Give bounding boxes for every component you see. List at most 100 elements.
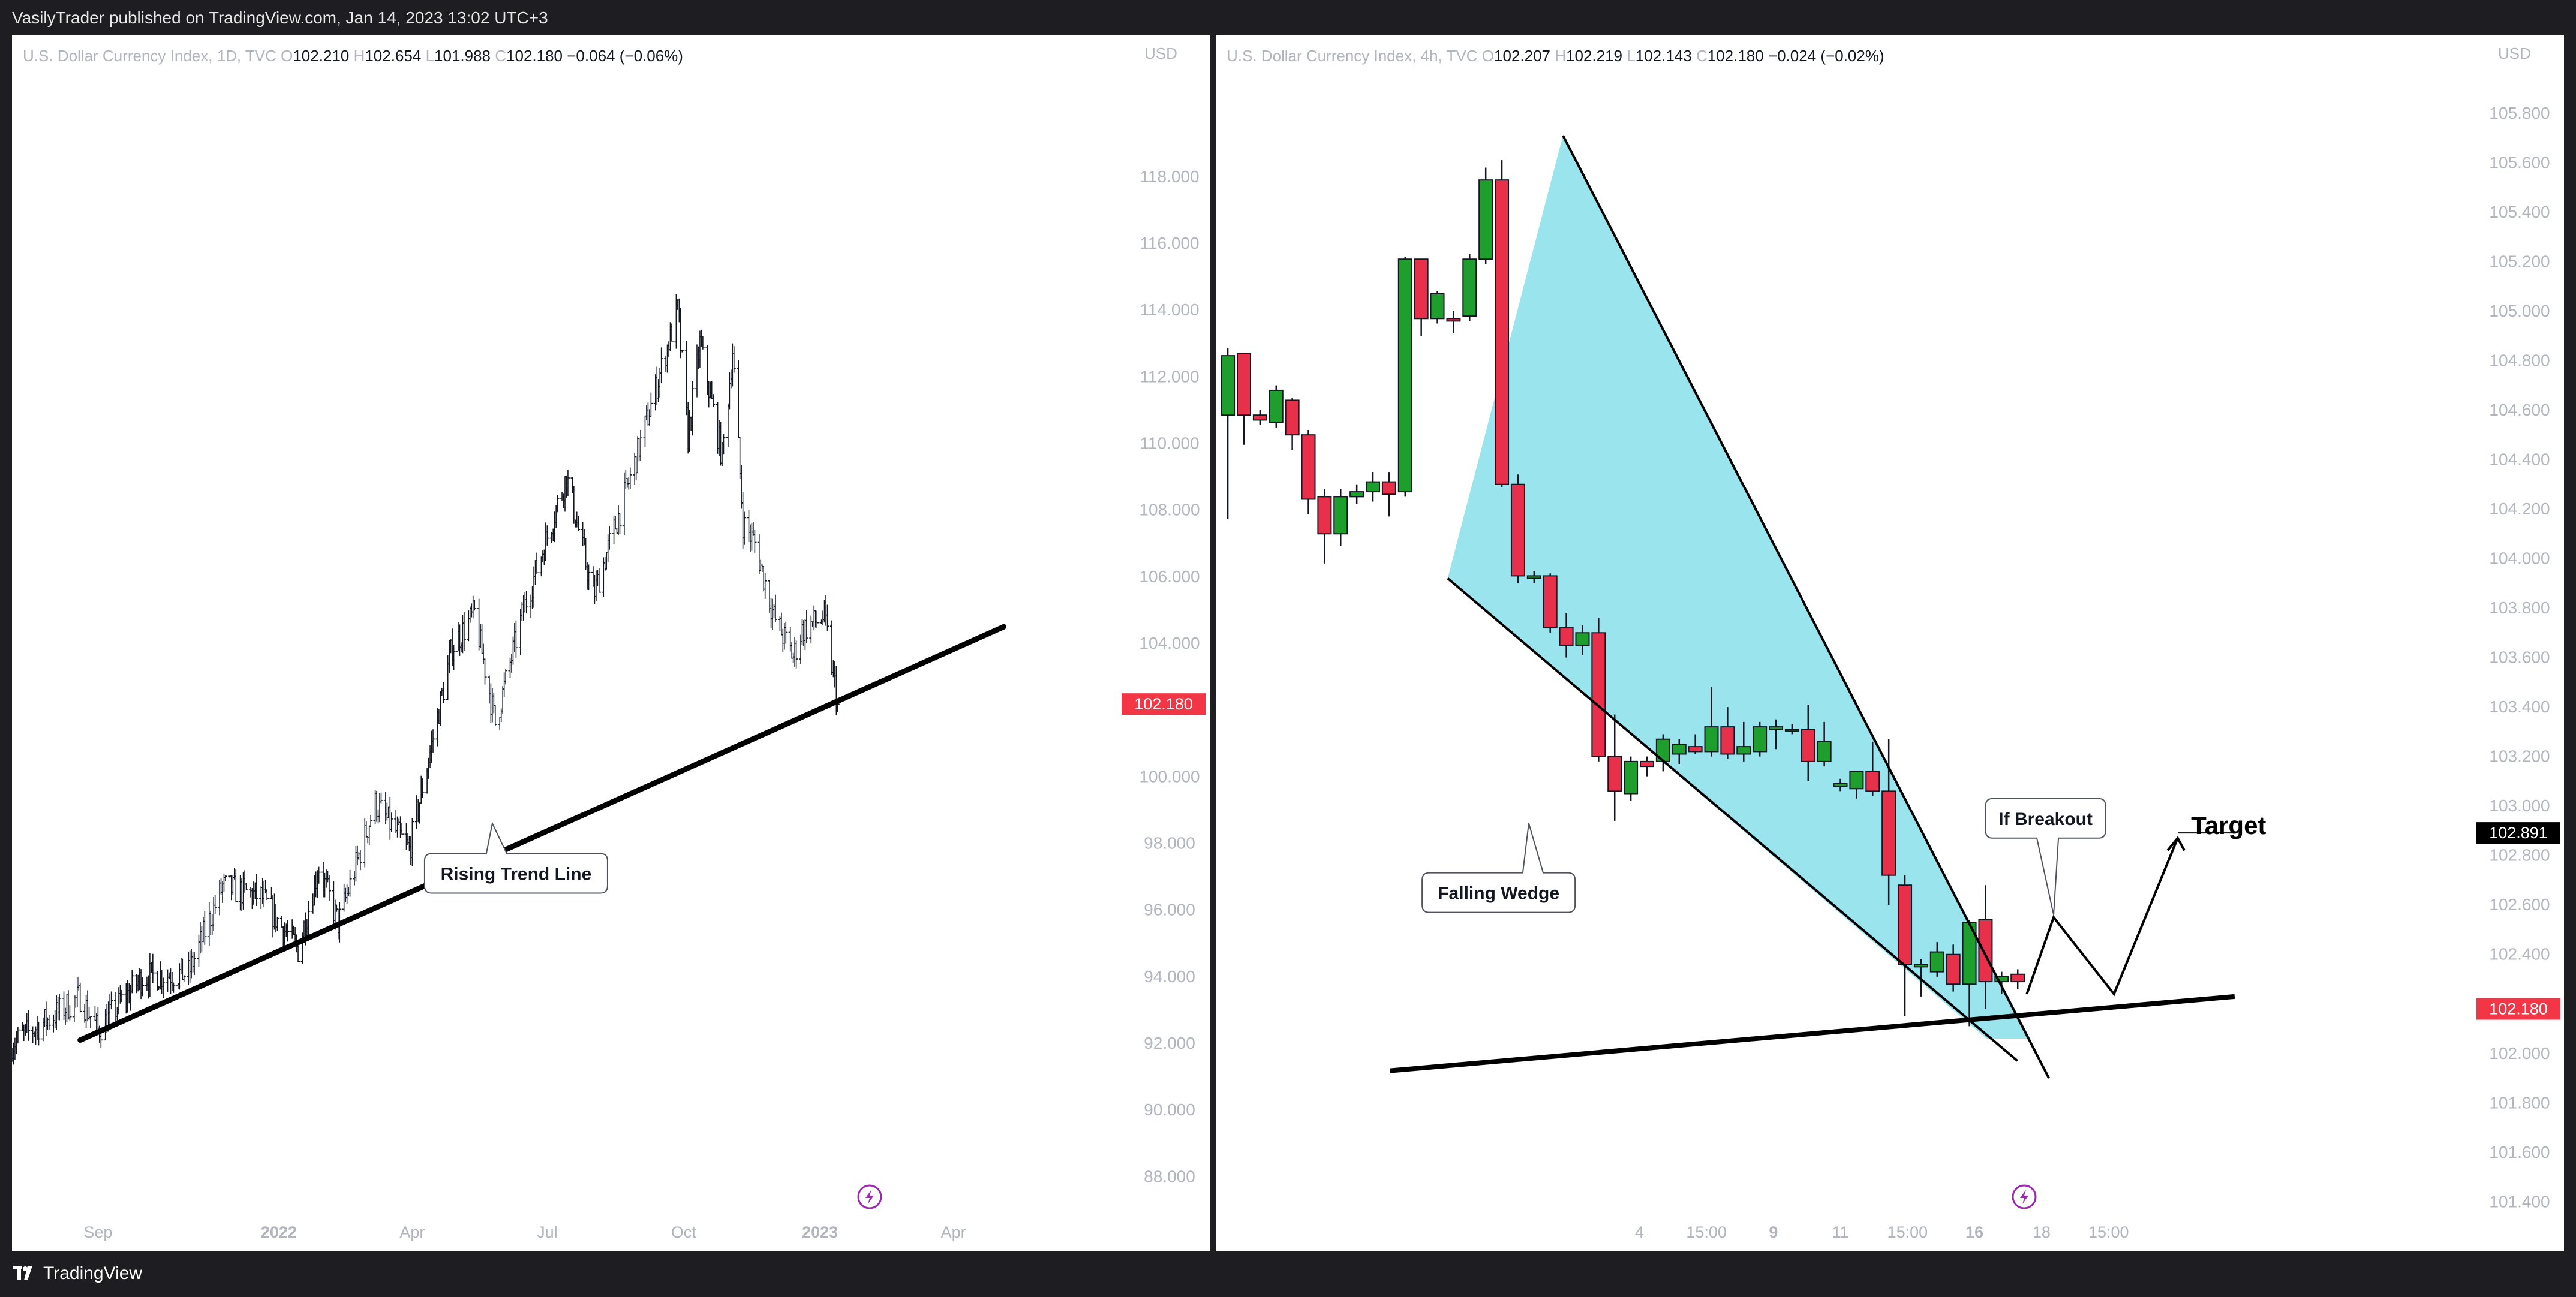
ohlc-bar — [213, 895, 217, 914]
tradingview-logo-icon[interactable] — [13, 1263, 37, 1285]
y-tick-label: 88.000 — [1144, 1167, 1195, 1185]
chart-panel-4h[interactable]: U.S. Dollar Currency Index, 4h, TVC O 102… — [1216, 35, 2564, 1251]
ohlc-bar — [369, 815, 373, 827]
replay-icon — [857, 1184, 882, 1209]
y-tick-label: 105.600 — [2489, 153, 2550, 171]
candle-up — [1624, 760, 1639, 795]
target-label: Target — [2191, 811, 2266, 839]
legend-title: U.S. Dollar Currency Index, 4h, TVC — [1227, 47, 1482, 65]
y-tick-label: 114.000 — [1140, 300, 1199, 319]
last-price-label: 102.180 — [2489, 1000, 2548, 1018]
ohlc-bar — [545, 525, 549, 546]
ohlc-bar — [279, 916, 284, 928]
candle-down — [1510, 483, 1525, 577]
y-tick-label: 96.000 — [1144, 901, 1195, 919]
y-tick-label: 112.000 — [1140, 367, 1199, 386]
x-tick-label: 4 — [1635, 1223, 1644, 1241]
ohlc-bar — [182, 975, 186, 982]
ohlc-bar — [639, 429, 643, 461]
ohlc-bar — [379, 792, 383, 804]
candle-down — [1898, 884, 1913, 965]
ohlc-bar — [119, 989, 124, 1003]
ohlc-bar — [732, 346, 736, 373]
chart-legend: U.S. Dollar Currency Index, 4h, TVC O102… — [1227, 47, 1884, 65]
y-tick-label: 105.400 — [2489, 203, 2550, 221]
target-price-label: 102.891 — [2489, 824, 2548, 842]
ohlc-bar — [244, 883, 248, 891]
y-tick-label: 90.000 — [1144, 1100, 1195, 1119]
y-tick-label: 104.400 — [2489, 450, 2550, 468]
y-tick-label: 102.800 — [2489, 846, 2550, 865]
x-tick-label: Oct — [671, 1223, 697, 1241]
y-tick-label: 92.000 — [1144, 1034, 1195, 1052]
replay-icon — [2012, 1184, 2037, 1209]
y-tick-label: 103.600 — [2489, 648, 2550, 667]
publisher-header: VasilyTrader published on TradingView.co… — [0, 0, 2576, 35]
ohlc-bar — [608, 525, 612, 550]
chart-4h-svg[interactable]: U.S. Dollar Currency Index, 4h, TVC O 102… — [1216, 35, 2564, 1251]
ohlc-bar — [701, 336, 705, 350]
chart-panel-daily[interactable]: U.S. Dollar Currency Index, 1D, TVC O102… — [12, 35, 1210, 1251]
ohlc-bar — [804, 610, 808, 643]
ohlc-bar — [669, 323, 674, 342]
legend-o-label: O — [281, 47, 293, 65]
ohlc-bar — [711, 394, 716, 407]
candle-down — [1607, 756, 1622, 792]
ohlc-bar — [89, 1016, 93, 1028]
legend-o-label: O — [1482, 47, 1494, 65]
candle-up — [1913, 964, 1928, 968]
legend-high: 102.654 — [365, 47, 425, 65]
candle-down — [1252, 414, 1267, 421]
candle-up — [1333, 496, 1348, 535]
ohlc-bar — [317, 866, 321, 884]
candle-up — [1366, 481, 1381, 493]
ohlc-bar — [68, 1005, 72, 1021]
y-tick-label: 103.800 — [2489, 598, 2550, 617]
ohlc-bar — [410, 818, 414, 866]
candle-down — [1591, 632, 1606, 757]
candle-up — [1575, 632, 1590, 646]
ohlc-bar — [726, 403, 730, 447]
y-tick-label: 103.400 — [2489, 697, 2550, 716]
ohlc-bar — [203, 911, 207, 945]
wedge-upper-line — [1562, 134, 2051, 1079]
ohlc-bar — [524, 591, 528, 614]
x-tick-label: Apr — [399, 1223, 425, 1241]
last-price-tag — [1122, 693, 1206, 715]
ohlc-bar — [254, 874, 258, 907]
ohlc-bar — [809, 615, 813, 644]
chart-daily-svg[interactable]: U.S. Dollar Currency Index, 1D, TVC O102… — [12, 35, 1210, 1251]
ohlc-bar — [576, 516, 581, 531]
replay-bolt-icon — [2020, 1190, 2028, 1204]
ohlc-bar — [400, 823, 404, 835]
y-tick-label: 102.400 — [2489, 945, 2550, 964]
legend-open: 102.210 — [293, 47, 353, 65]
ohlc-bar — [690, 381, 695, 436]
y-tick-label: 101.400 — [2489, 1192, 2550, 1211]
ohlc-bar — [462, 612, 466, 651]
candle-down — [1381, 481, 1396, 495]
ohlc-bar — [431, 729, 435, 753]
target-price-tag — [2476, 822, 2560, 844]
ohlc-bar — [161, 977, 166, 998]
ohlc-bar — [722, 434, 726, 455]
ohlc-bar — [743, 511, 747, 545]
ohlc-bar — [37, 1021, 41, 1046]
ohlc-bar — [441, 682, 446, 703]
candle-up — [1994, 976, 2009, 983]
ohlc-bar — [140, 977, 145, 997]
y-tick-label: 101.600 — [2489, 1143, 2550, 1161]
ohlc-bar — [784, 621, 788, 644]
candle-down — [1543, 575, 1558, 629]
candles — [1221, 160, 2025, 1027]
ohlc-bar — [483, 658, 487, 685]
legend-change: −0.064 (−0.06%) — [567, 47, 683, 65]
candle-down — [1865, 771, 1880, 792]
y-tick-label: 106.000 — [1139, 567, 1200, 586]
x-tick-label: Jul — [537, 1223, 558, 1241]
y-tick-label: 102.600 — [2489, 895, 2550, 914]
candle-down — [1639, 760, 1654, 768]
publisher-line: VasilyTrader published on TradingView.co… — [12, 8, 548, 27]
x-tick-label: Sep — [83, 1223, 112, 1241]
candle-down — [1946, 953, 1961, 985]
